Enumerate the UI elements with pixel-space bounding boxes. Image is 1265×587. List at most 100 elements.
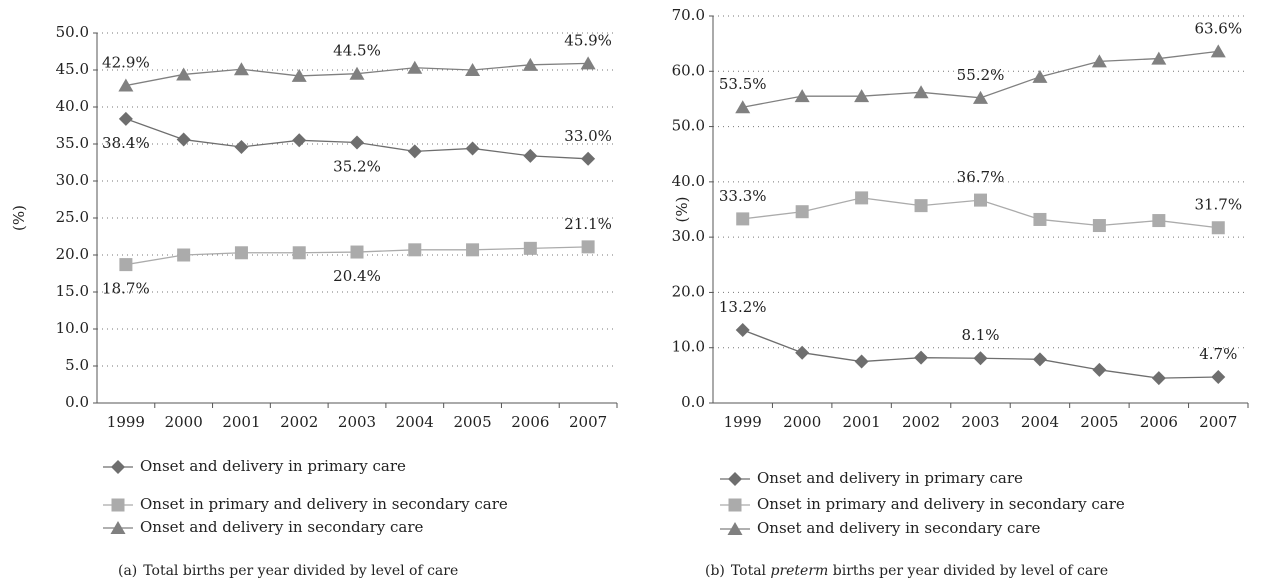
data-point xyxy=(233,62,249,76)
x-tick-label: 2003 xyxy=(338,413,376,431)
data-point xyxy=(914,350,929,365)
data-point xyxy=(118,111,133,126)
data-label: 53.5% xyxy=(719,75,767,93)
legend-label: Onset and delivery in primary care xyxy=(757,469,1023,487)
data-point xyxy=(795,345,810,360)
caption-part: (a) xyxy=(118,563,137,579)
data-point xyxy=(350,135,364,150)
data-point xyxy=(350,245,364,259)
legend-label: Onset and delivery in primary care xyxy=(140,457,406,475)
caption: (a) Total births per year divided by leve… xyxy=(118,563,458,579)
y-tick-label: 0.0 xyxy=(65,393,89,411)
data-point xyxy=(914,199,928,213)
legend-marker xyxy=(728,472,742,486)
x-tick-label: 2006 xyxy=(1140,413,1178,431)
data-label: 4.7% xyxy=(1199,345,1237,363)
data-point xyxy=(119,258,133,272)
x-tick-label: 2002 xyxy=(280,413,318,431)
data-point xyxy=(736,212,750,226)
data-point xyxy=(1211,370,1226,385)
data-point xyxy=(177,248,191,262)
data-point xyxy=(1032,352,1047,367)
legend-marker xyxy=(111,460,125,474)
data-point xyxy=(407,144,422,159)
data-label: 42.9% xyxy=(102,54,150,72)
data-label: 33.0% xyxy=(564,127,612,145)
caption-part: preterm xyxy=(770,563,828,579)
data-point xyxy=(581,240,595,254)
y-axis-label: (%) xyxy=(673,197,691,223)
legend-marker xyxy=(728,498,742,512)
data-label: 33.3% xyxy=(719,187,767,205)
data-point xyxy=(973,90,988,104)
y-axis-label: (%) xyxy=(10,205,28,231)
caption-part: Total births per year divided by level o… xyxy=(143,563,458,579)
data-label: 55.2% xyxy=(957,66,1005,84)
caption-part: births per year divided by level of care xyxy=(828,563,1108,579)
data-label: 20.4% xyxy=(333,267,381,285)
x-tick-label: 2003 xyxy=(961,413,999,431)
data-point xyxy=(523,148,538,163)
y-tick-label: 25.0 xyxy=(56,208,89,226)
data-point xyxy=(291,68,307,82)
y-tick-label: 50.0 xyxy=(56,23,89,41)
x-tick-label: 2000 xyxy=(165,413,203,431)
data-point xyxy=(118,78,134,92)
x-tick-label: 2004 xyxy=(396,413,434,431)
y-tick-label: 30.0 xyxy=(56,171,89,189)
data-point xyxy=(795,205,809,219)
y-tick-label: 35.0 xyxy=(56,134,89,152)
data-point xyxy=(523,241,537,255)
y-tick-label: 10.0 xyxy=(56,319,89,337)
legend-marker xyxy=(727,522,743,535)
data-point xyxy=(1091,54,1107,68)
x-tick-label: 2004 xyxy=(1021,413,1059,431)
y-tick-label: 0.0 xyxy=(681,393,705,411)
data-point xyxy=(176,67,192,81)
x-tick-label: 2000 xyxy=(783,413,821,431)
y-tick-label: 40.0 xyxy=(56,97,89,115)
caption-part: Total xyxy=(731,563,771,579)
data-point xyxy=(466,243,480,257)
data-label: 18.7% xyxy=(102,280,150,298)
data-label: 44.5% xyxy=(333,42,381,60)
data-label: 35.2% xyxy=(333,158,381,176)
x-tick-label: 2006 xyxy=(511,413,549,431)
data-point xyxy=(176,132,191,147)
data-point xyxy=(292,133,307,148)
x-tick-label: 1999 xyxy=(107,413,145,431)
legend-marker xyxy=(111,498,125,512)
legend-label: Onset in primary and delivery in seconda… xyxy=(757,495,1125,513)
x-tick-label: 2007 xyxy=(569,413,607,431)
data-point xyxy=(854,354,869,369)
data-label: 13.2% xyxy=(719,298,767,316)
x-tick-label: 1999 xyxy=(724,413,762,431)
data-point xyxy=(794,89,810,103)
data-point xyxy=(1151,51,1167,65)
legend-label: Onset and delivery in secondary care xyxy=(140,518,424,536)
legend-label: Onset in primary and delivery in seconda… xyxy=(140,495,508,513)
data-point xyxy=(913,85,929,99)
data-point xyxy=(1032,69,1048,83)
y-tick-label: 5.0 xyxy=(65,356,89,374)
data-point xyxy=(465,63,481,76)
legend-marker xyxy=(110,521,126,534)
data-point xyxy=(974,193,987,207)
data-point xyxy=(1152,214,1166,228)
data-point xyxy=(1210,44,1226,58)
data-point xyxy=(735,100,751,114)
data-point xyxy=(1211,221,1225,235)
y-tick-label: 30.0 xyxy=(672,227,705,245)
y-tick-label: 60.0 xyxy=(672,61,705,79)
y-tick-label: 15.0 xyxy=(56,282,89,300)
data-point xyxy=(973,351,988,366)
data-point xyxy=(407,60,423,74)
y-tick-label: 20.0 xyxy=(56,245,89,263)
legend-label: Onset and delivery in secondary care xyxy=(757,519,1041,537)
data-label: 36.7% xyxy=(957,168,1005,186)
data-point xyxy=(580,56,596,70)
data-point xyxy=(1092,219,1106,233)
data-label: 45.9% xyxy=(564,31,612,49)
x-tick-label: 2005 xyxy=(453,413,491,431)
